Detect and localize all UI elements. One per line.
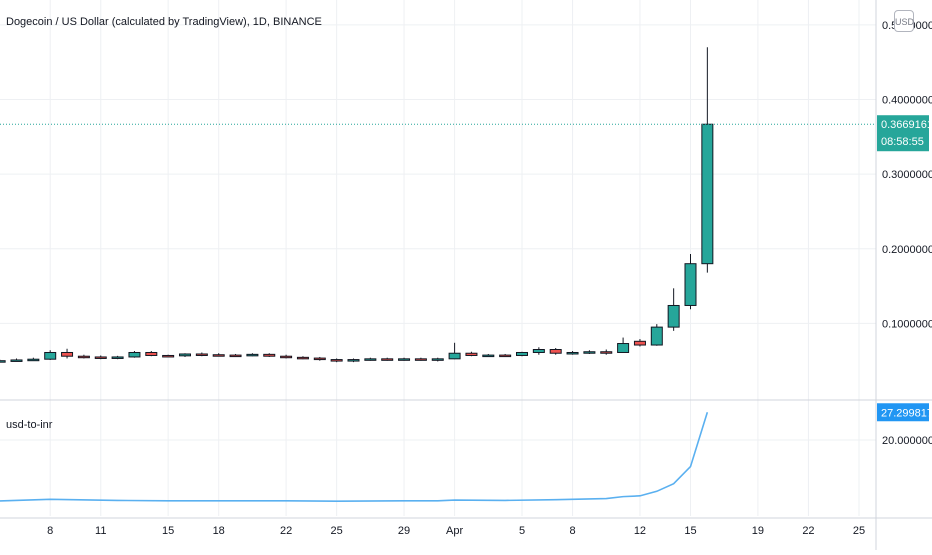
candle-body	[195, 353, 208, 356]
candle-body	[111, 356, 124, 359]
time-tick-label: 22	[280, 525, 292, 537]
indicator-title[interactable]: usd-to-inr	[6, 419, 53, 431]
indicator-series	[0, 412, 709, 502]
candle-body	[600, 351, 613, 354]
candle-body	[667, 304, 680, 328]
last-price-label: 0.36691618	[881, 119, 932, 131]
candle-body	[347, 359, 360, 362]
symbol-title[interactable]: Dogecoin / US Dollar (calculated by Trad…	[6, 16, 322, 28]
candle-body	[145, 351, 158, 356]
time-tick-label: 15	[684, 525, 696, 537]
candle-body	[381, 358, 394, 361]
candle-body	[701, 123, 714, 265]
candle-body	[499, 354, 512, 358]
candle-body	[61, 351, 74, 357]
candle-body	[532, 349, 545, 353]
time-tick-label: 29	[398, 525, 410, 537]
candle-body	[94, 356, 107, 359]
time-tick-label: 5	[519, 525, 525, 537]
candle-body	[44, 351, 57, 360]
candle-body	[246, 353, 259, 357]
time-tick-label: Apr	[446, 525, 463, 537]
candle-body	[583, 351, 596, 354]
time-tick-label: 15	[162, 525, 174, 537]
candle-body	[516, 351, 528, 356]
candle-body	[650, 326, 663, 346]
candle-body	[398, 358, 411, 361]
candle-body	[633, 340, 646, 346]
candle-body	[465, 352, 478, 356]
time-tick-label: 25	[853, 525, 865, 537]
usd-to-inr-line	[0, 412, 709, 502]
candle-body	[549, 349, 562, 354]
time-tick-label: 11	[95, 525, 106, 537]
indicator-value-badge	[877, 403, 929, 422]
candle-body	[330, 359, 343, 362]
candle-body	[0, 360, 6, 363]
time-tick-label: 12	[634, 525, 646, 537]
time-tick-label: 22	[802, 525, 814, 537]
candle-body	[414, 358, 427, 361]
price-tick-label: 0.40000000	[882, 95, 932, 107]
candle-body	[212, 354, 225, 357]
candle-body	[566, 351, 579, 355]
candle-body	[10, 359, 23, 362]
indicator-tick-label: 20.00000000	[882, 435, 932, 447]
candle-body	[296, 356, 309, 360]
candle-body	[280, 355, 293, 359]
candles	[0, 47, 714, 363]
time-tick-label: 8	[569, 525, 575, 537]
candle-body	[77, 355, 90, 359]
candle-body	[684, 263, 697, 306]
time-tick-label: 25	[331, 525, 343, 537]
candle-body	[448, 352, 461, 360]
candle-body	[313, 357, 326, 361]
candle-body	[431, 358, 444, 361]
countdown-label: 08:58:55	[881, 136, 924, 148]
candle-body	[263, 353, 276, 357]
candle-body	[229, 354, 242, 358]
candle-body	[482, 354, 495, 358]
currency-button[interactable]: USD	[894, 10, 914, 32]
time-tick-label: 19	[752, 525, 764, 537]
last-price-badge	[877, 115, 929, 152]
time-tick-label: 18	[213, 525, 225, 537]
candle-body	[128, 351, 141, 358]
candle-body	[179, 353, 191, 357]
candle-body	[27, 358, 40, 362]
time-tick-label: 8	[47, 525, 53, 537]
candle-body	[617, 343, 630, 353]
candle-body	[364, 358, 377, 361]
candle-body	[162, 354, 175, 358]
